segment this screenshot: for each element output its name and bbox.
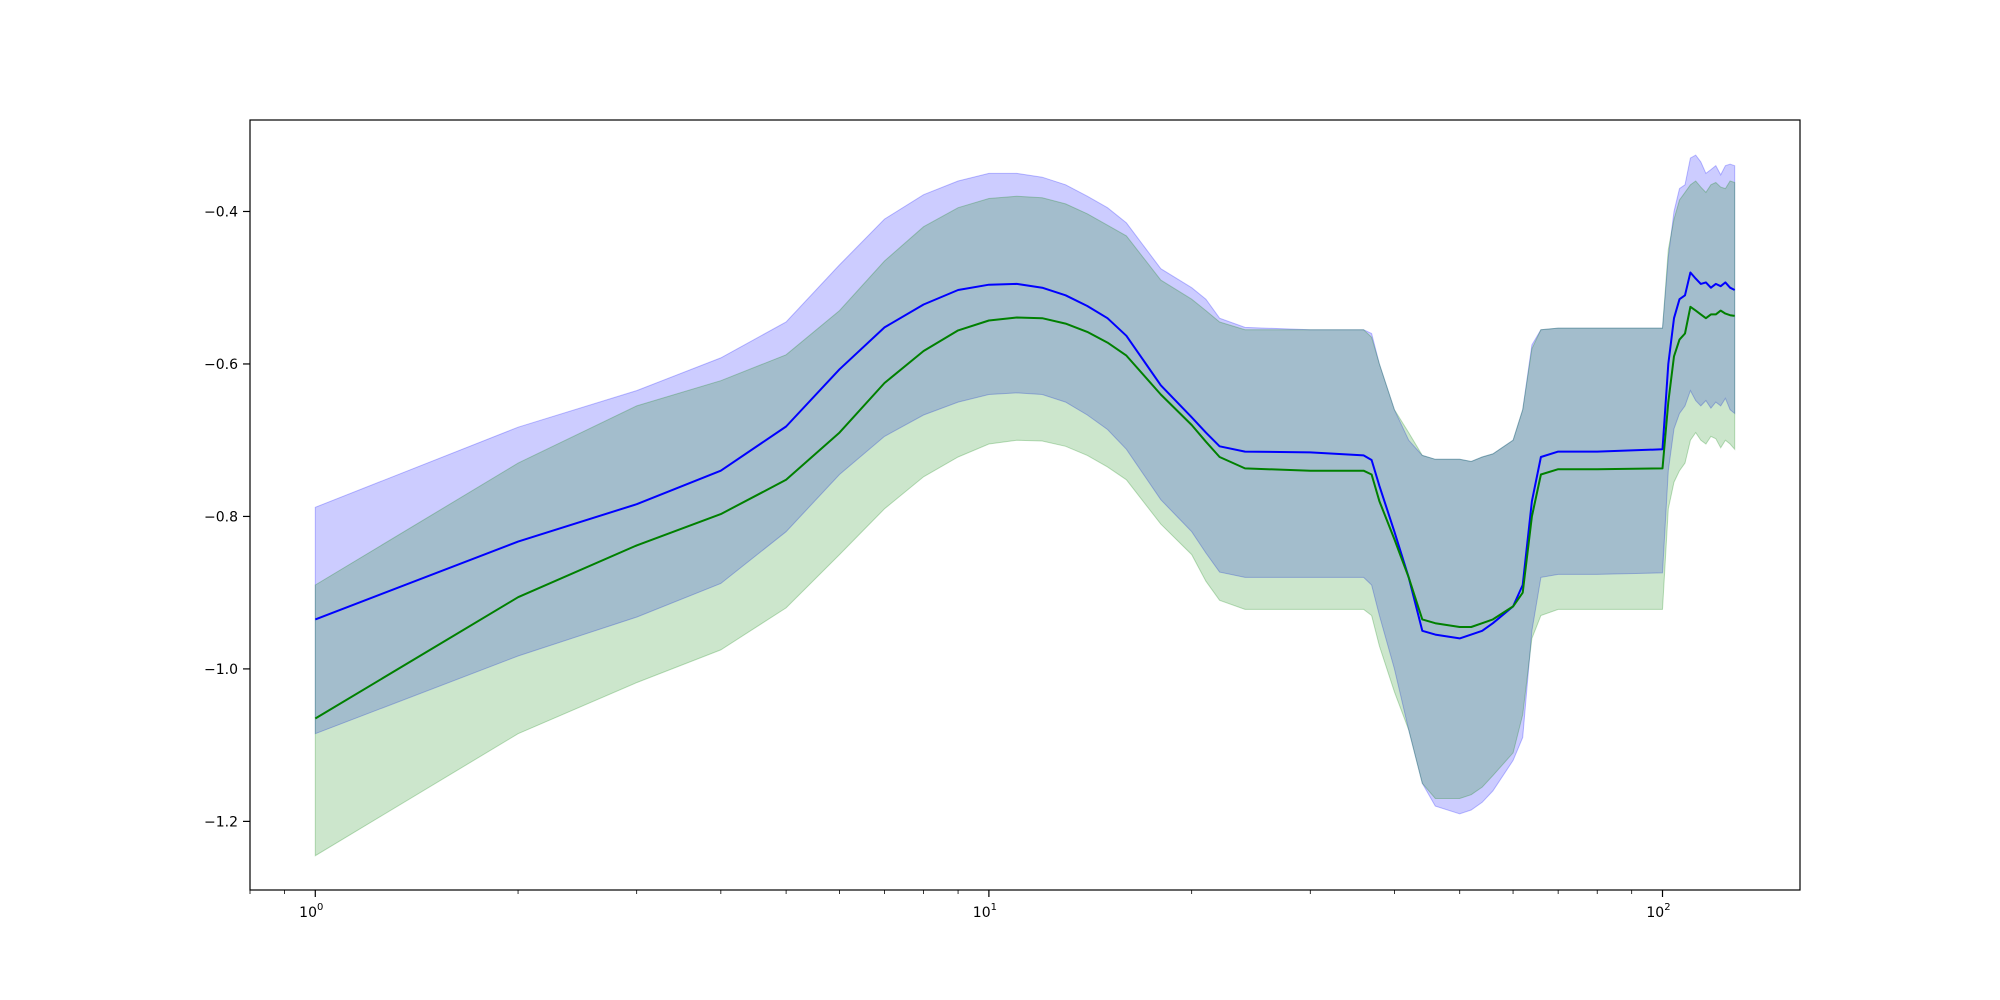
- confidence-bands: [314, 154, 1736, 857]
- y-tick-label: −0.6: [204, 357, 238, 373]
- series-lines: [314, 271, 1736, 720]
- x-axis: 100 101 102: [249, 890, 1671, 921]
- plot-frame: [249, 119, 1801, 891]
- confidence-band-0: [314, 154, 1736, 815]
- y-tick-label: −1.2: [204, 814, 238, 830]
- series-line-0: [314, 271, 1736, 640]
- x-tick-label: 100: [299, 902, 323, 921]
- y-tick-label: −0.8: [204, 509, 238, 525]
- y-tick-label: −0.4: [204, 204, 238, 220]
- series-line-1: [314, 305, 1735, 720]
- y-axis: −0.4 −0.6 −0.8 −1.0 −1.2: [204, 204, 250, 830]
- confidence-band-1: [314, 180, 1736, 857]
- x-tick-label: 102: [1646, 902, 1670, 921]
- y-tick-label: −1.0: [204, 662, 238, 678]
- x-tick-label: 101: [973, 902, 997, 921]
